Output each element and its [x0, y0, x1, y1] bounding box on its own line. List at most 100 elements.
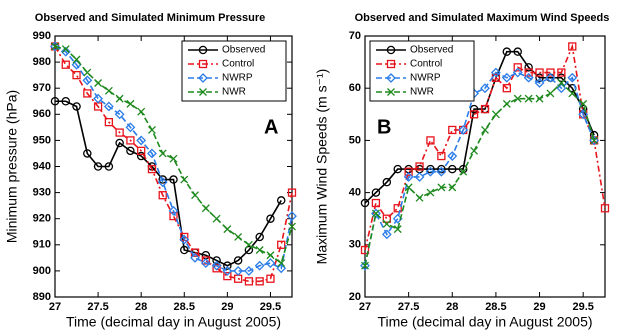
marker	[448, 183, 457, 192]
y-tick-label: 40	[349, 187, 361, 199]
marker	[502, 84, 511, 93]
marker	[436, 166, 447, 177]
marker	[126, 146, 135, 156]
marker	[534, 78, 545, 88]
y-tick-label: 20	[349, 291, 361, 303]
marker	[180, 175, 189, 184]
marker	[382, 219, 391, 228]
marker	[557, 79, 566, 87]
marker	[61, 97, 71, 106]
marker	[287, 188, 297, 197]
marker	[469, 104, 479, 114]
y-tick-label: 960	[33, 108, 51, 120]
marker	[404, 167, 413, 176]
x-tick-label: 28.5	[174, 301, 195, 313]
marker	[524, 63, 533, 72]
series-line	[55, 100, 282, 267]
marker	[126, 99, 135, 108]
marker	[125, 122, 136, 133]
marker	[51, 42, 59, 51]
series-line	[364, 71, 595, 266]
marker	[158, 191, 167, 200]
marker	[212, 264, 221, 273]
marker	[361, 261, 369, 270]
marker	[223, 261, 232, 270]
marker	[448, 125, 457, 135]
x-tick-label: 27	[359, 301, 371, 313]
marker	[393, 204, 402, 213]
marker	[568, 42, 577, 51]
marker	[557, 73, 566, 83]
legend-label: NWR	[222, 87, 246, 98]
marker	[115, 128, 124, 137]
x-tick-label: 29.5	[572, 301, 593, 313]
y-tick-label: 900	[33, 265, 51, 277]
marker	[255, 277, 264, 286]
x-tick-label: 28	[135, 301, 147, 313]
marker	[234, 233, 243, 241]
marker	[512, 67, 523, 78]
marker	[179, 234, 190, 245]
marker	[371, 209, 380, 218]
marker	[255, 232, 264, 242]
marker	[137, 146, 146, 155]
y-tick-label: 50	[349, 134, 361, 146]
x-axis-label: Time (decimal day in August 2005)	[66, 314, 281, 330]
marker	[387, 88, 395, 96]
marker	[223, 225, 232, 234]
marker	[266, 214, 275, 223]
marker	[114, 109, 125, 120]
chart-panel: Observed and Simulated Minimum Pressure T…	[4, 12, 297, 330]
marker	[546, 68, 555, 77]
marker	[104, 86, 113, 95]
marker	[190, 252, 200, 263]
marker	[83, 89, 92, 98]
legend-box	[369, 40, 475, 102]
plot-frame	[364, 35, 606, 298]
x-tick-label: 27.5	[398, 301, 419, 313]
marker	[535, 73, 544, 83]
marker	[169, 211, 178, 221]
marker	[458, 125, 469, 135]
y-tick-label: 970	[33, 82, 51, 94]
y-tick-label: 980	[33, 56, 51, 68]
marker	[501, 72, 512, 83]
marker	[404, 183, 413, 192]
marker	[470, 146, 479, 155]
marker	[266, 274, 275, 283]
marker	[513, 94, 522, 103]
marker	[360, 260, 370, 271]
marker	[414, 172, 425, 182]
marker	[103, 101, 114, 112]
marker	[136, 135, 147, 146]
series-line	[54, 45, 293, 265]
marker	[371, 198, 381, 208]
marker	[50, 97, 60, 106]
marker	[360, 245, 370, 255]
x-tick-label: 28.5	[485, 301, 506, 313]
legend-label: NWRP	[410, 73, 441, 84]
marker	[244, 240, 253, 249]
marker	[447, 151, 458, 161]
marker	[93, 93, 104, 104]
marker	[469, 110, 479, 119]
marker	[201, 204, 210, 213]
marker	[403, 172, 414, 182]
marker	[546, 89, 555, 98]
marker	[567, 72, 578, 83]
marker	[481, 126, 489, 134]
marker	[277, 259, 286, 268]
panel-label: A	[264, 116, 278, 138]
marker	[244, 245, 254, 255]
panel-label: B	[377, 116, 391, 138]
y-axis-label: Maximum Wind Speeds (m s⁻¹)	[314, 69, 330, 265]
marker	[83, 68, 92, 77]
marker	[137, 107, 146, 116]
x-tick-label: 27	[49, 301, 61, 313]
legend-label: Control	[222, 59, 254, 70]
marker	[147, 164, 157, 174]
marker	[169, 154, 178, 163]
marker	[126, 136, 135, 145]
marker	[276, 263, 287, 274]
